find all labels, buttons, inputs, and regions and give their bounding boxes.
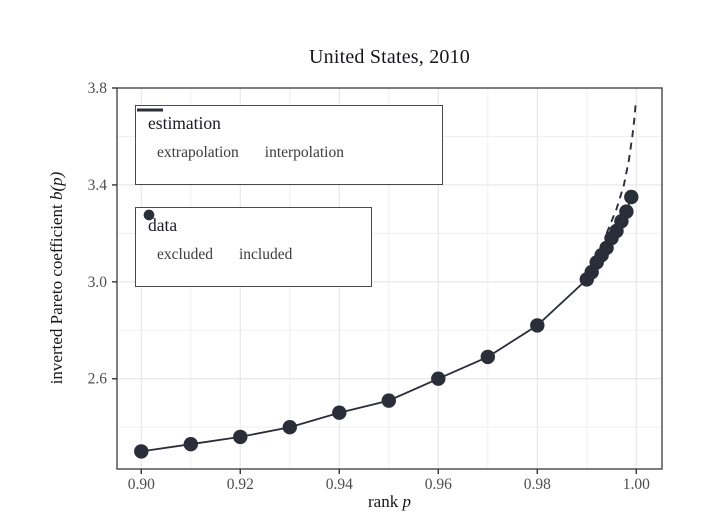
x-tick-label: 0.96 [425, 476, 452, 493]
data-point-included [381, 393, 396, 408]
x-axis-label: rank p [117, 492, 662, 512]
legend-item-label: interpolation [264, 143, 344, 161]
solid-line-icon [137, 108, 163, 112]
y-tick-label: 3.0 [88, 274, 108, 291]
x-axis-label-text: rank [368, 492, 403, 511]
data-point-included [134, 444, 149, 459]
chart-title: United States, 2010 [117, 46, 662, 69]
x-tick-label: 0.92 [227, 476, 254, 493]
panel-border [116, 87, 663, 470]
y-tick-label: 2.6 [88, 371, 108, 388]
legend-estimation-items: extrapolation interpolation [137, 108, 430, 162]
legend-item-interpolation: interpolation [137, 108, 344, 162]
chart-title-text: United States, 2010 [308, 46, 470, 68]
data-point-included [332, 405, 347, 420]
x-axis-label-math: p [402, 492, 411, 511]
extrapolation-line [605, 102, 637, 234]
data-point-included [183, 437, 198, 452]
data-point-included [624, 189, 639, 205]
legend-estimation-title: estimation [148, 113, 221, 133]
legend-item-label: excluded [157, 245, 213, 263]
data-point-included [282, 420, 297, 435]
y-axis-label-math: b(p) [47, 171, 66, 201]
y-axis-label: inverted Pareto coefficient b(p) [47, 78, 67, 478]
x-tick-label: 0.90 [128, 476, 155, 493]
legend-item-excluded: excluded [143, 209, 213, 264]
y-tick-label: 3.8 [88, 80, 108, 97]
data-point-included [431, 371, 446, 386]
legend-data: data excluded included [135, 207, 372, 287]
legend-item-included: included [144, 210, 293, 264]
legend-data-items: excluded included [143, 209, 359, 264]
x-tick-label: 0.94 [326, 476, 353, 493]
legend-item-extrapolation: extrapolation [137, 108, 239, 162]
filled-circle-icon [144, 210, 154, 220]
y-axis-label-text: inverted Pareto coefficient [47, 200, 66, 385]
x-tick-label: 0.98 [524, 476, 551, 493]
y-tick-label: 3.4 [88, 177, 108, 194]
data-point-included [480, 349, 495, 365]
data-point-included [233, 429, 248, 445]
data-point-included [619, 204, 634, 219]
x-tick-label: 1.00 [623, 476, 650, 493]
legend-item-label: included [238, 245, 293, 263]
legend-estimation: estimation extrapolation interpolation [135, 105, 443, 185]
legend-item-label: extrapolation [157, 143, 239, 161]
data-point-included [530, 318, 545, 333]
legend-data-title: data [148, 215, 178, 235]
